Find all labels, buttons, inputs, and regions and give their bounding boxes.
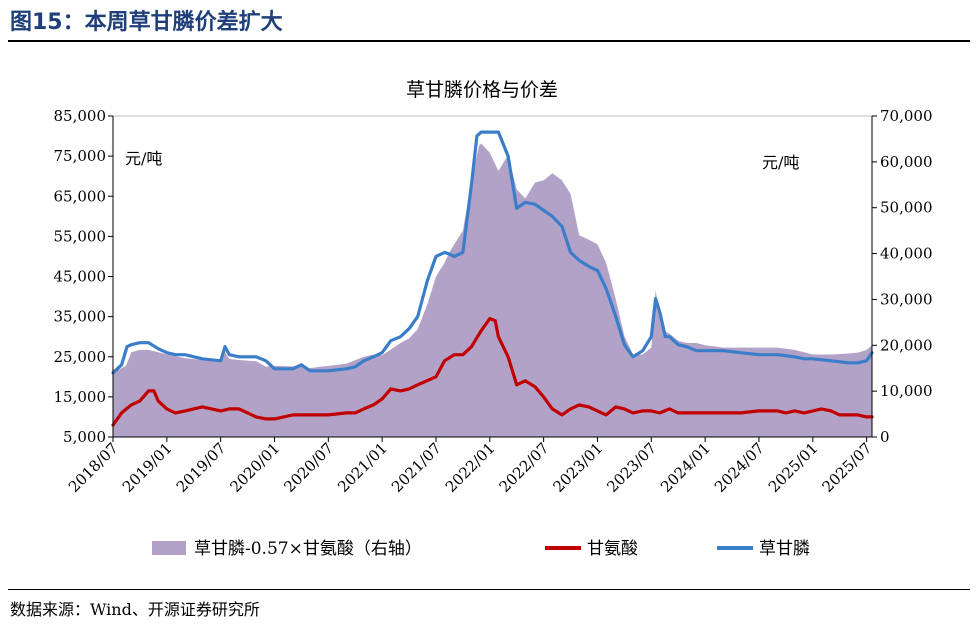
x-tick-label: 2021/01 — [334, 439, 391, 496]
glycine-line — [111, 317, 874, 427]
right-tick-label: 50,000 — [880, 199, 933, 217]
left-tick-label: 25,000 — [54, 348, 107, 366]
source-note: 数据来源：Wind、开源证券研究所 — [10, 600, 260, 619]
left-tick-label: 35,000 — [54, 308, 107, 326]
glyphosate-line — [111, 130, 874, 375]
x-tick-label: 2024/01 — [657, 439, 714, 496]
left-tick-label: 15,000 — [54, 388, 107, 406]
right-tick-label: 70,000 — [880, 107, 933, 125]
x-tick-label: 2021/07 — [388, 439, 445, 496]
x-tick-label: 2025/07 — [819, 439, 876, 496]
x-tick-label: 2022/01 — [442, 439, 499, 496]
right-tick-label: 30,000 — [880, 290, 933, 308]
x-tick-label: 2018/07 — [65, 439, 122, 496]
right-tick-label: 10,000 — [880, 382, 933, 400]
legend-label-glyphosate: 草甘膦 — [759, 539, 810, 559]
left-tick-label: 55,000 — [54, 227, 107, 245]
x-tick-label: 2023/01 — [549, 439, 606, 496]
left-tick-label: 45,000 — [54, 268, 107, 286]
right-unit-label: 元/吨 — [762, 153, 799, 172]
x-tick-label: 2019/07 — [173, 439, 230, 496]
x-tick-label: 2022/07 — [496, 439, 553, 496]
legend-swatch-spread — [152, 541, 186, 555]
right-tick-label: 40,000 — [880, 245, 933, 263]
chart: 草甘膦价格与价差 5,000 15,000 25,000 35,000 45,000 55… — [54, 79, 933, 559]
left-unit-label: 元/吨 — [125, 149, 162, 168]
x-tick-label: 2019/01 — [119, 439, 176, 496]
x-tick-label: 2023/07 — [603, 439, 660, 496]
x-tick-label: 2025/01 — [765, 439, 822, 496]
right-tick-label: 60,000 — [880, 153, 933, 171]
legend: 草甘膦-0.57×甘氨酸（右轴） 甘氨酸 草甘膦 — [152, 539, 810, 559]
x-tick-label: 2020/07 — [280, 439, 337, 496]
left-tick-label: 85,000 — [54, 107, 107, 125]
spread-area — [113, 143, 872, 437]
top-rule — [8, 40, 970, 42]
left-tick-label: 65,000 — [54, 187, 107, 205]
spread-area-layer — [113, 143, 872, 437]
right-tick-label: 20,000 — [880, 336, 933, 354]
line-layer — [111, 130, 874, 427]
left-tick-label: 5,000 — [63, 428, 106, 446]
legend-label-glycine: 甘氨酸 — [587, 539, 638, 559]
figure-title: 图15：本周草甘膦价差扩大 — [10, 10, 283, 35]
chart-title: 草甘膦价格与价差 — [406, 79, 558, 101]
bottom-rule — [8, 589, 970, 590]
right-tick-label: 0 — [880, 428, 890, 446]
x-tick-label: 2024/07 — [711, 439, 768, 496]
left-tick-label: 75,000 — [54, 147, 107, 165]
x-tick-label: 2020/01 — [227, 439, 284, 496]
legend-label-spread: 草甘膦-0.57×甘氨酸（右轴） — [194, 539, 422, 559]
